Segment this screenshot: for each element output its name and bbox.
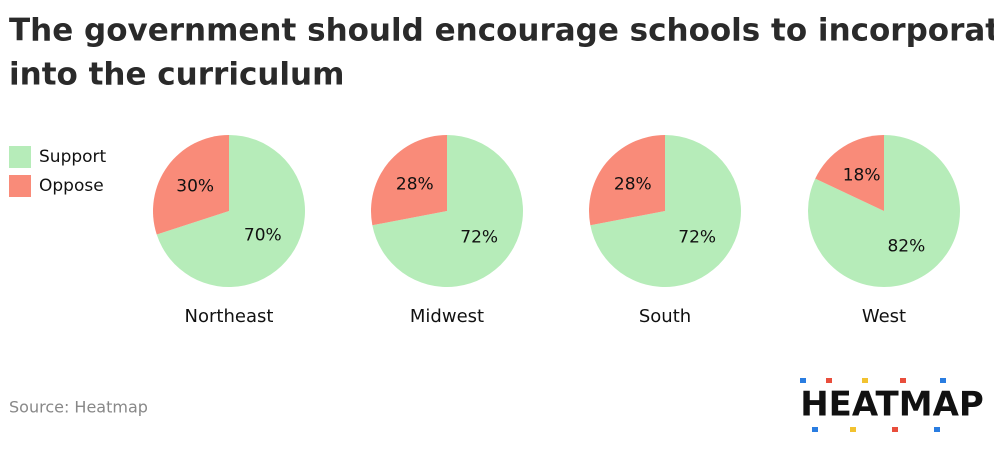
value-label: 18% <box>843 166 881 186</box>
pie-slice <box>156 135 305 287</box>
logo-dot <box>812 427 818 432</box>
value-label: 82% <box>887 236 925 256</box>
pie-slice <box>590 135 742 287</box>
value-label: 30% <box>176 176 214 196</box>
chart-title-line: into the curriculum <box>9 57 344 93</box>
source: Source: Heatmap <box>9 398 148 417</box>
logo-dot <box>800 378 806 383</box>
legend-swatch <box>9 175 31 197</box>
value-label: 72% <box>460 228 498 248</box>
logo-dot <box>934 427 940 432</box>
logo-dot <box>940 378 946 383</box>
pie-title: South <box>639 306 691 327</box>
logo-dot <box>862 378 868 383</box>
logo-text: HEATMAP <box>800 385 984 425</box>
chart-title-line: The government should encourage schools … <box>9 13 994 49</box>
pie-slice <box>372 135 523 287</box>
pie-title: Midwest <box>410 306 484 327</box>
pie-title: Northeast <box>185 306 274 327</box>
logo: HEATMAP <box>800 378 984 432</box>
logo-dot <box>892 427 898 432</box>
value-label: 72% <box>678 228 716 248</box>
pie-slice <box>589 135 665 226</box>
logo-dot <box>900 378 906 383</box>
pie-slice <box>815 135 884 211</box>
legend-label: Support <box>39 147 107 167</box>
legend-label: Oppose <box>39 176 104 196</box>
pie-slice <box>153 135 229 235</box>
value-label: 70% <box>244 226 282 246</box>
pie-title: West <box>862 306 906 327</box>
legend-swatch <box>9 146 31 168</box>
logo-dot <box>850 427 856 432</box>
value-label: 28% <box>614 174 652 194</box>
value-label: 28% <box>396 174 434 194</box>
logo-dot <box>826 378 832 383</box>
pie-slice <box>371 135 447 226</box>
